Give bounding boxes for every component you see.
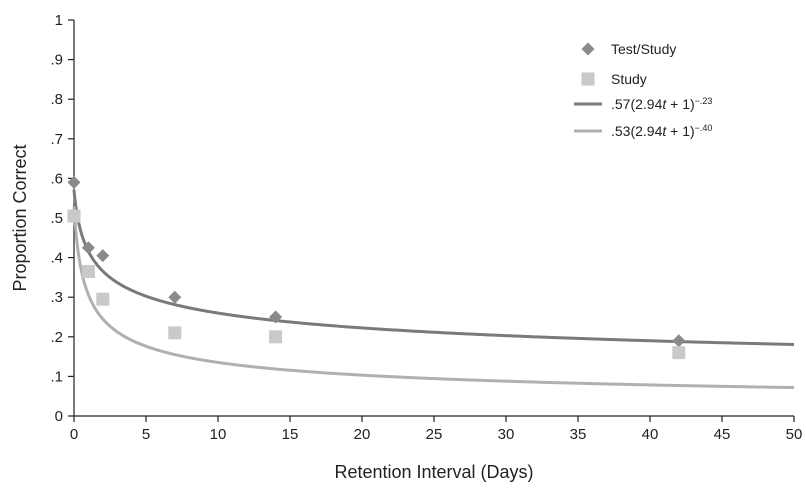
study-point <box>81 264 95 278</box>
study-point <box>672 346 686 360</box>
fit-label-exp: −.40 <box>695 123 713 133</box>
study-point <box>168 326 182 340</box>
x-axis-title: Retention Interval (Days) <box>334 462 533 482</box>
x-tick-label: 45 <box>714 426 731 443</box>
study-point <box>96 292 110 306</box>
y-tick-label: .2 <box>50 329 63 346</box>
legend-label-study: Study <box>611 71 647 87</box>
fit-label-exp: −.23 <box>695 96 713 106</box>
legend: Test/Study Study .57(2.94t + 1)−.23 .53(… <box>574 41 712 139</box>
fit-curve-study <box>72 206 795 390</box>
x-tick-label: 40 <box>642 426 659 443</box>
study-point <box>269 330 283 344</box>
fit-label-main: .57(2.94 <box>611 96 663 112</box>
y-tick-label: .6 <box>50 170 63 187</box>
x-tick-label: 35 <box>570 426 587 443</box>
legend-marker-test-study <box>581 42 595 56</box>
test-study-point <box>269 310 283 324</box>
fit-label-var: t <box>662 123 667 139</box>
x-tick-label: 30 <box>498 426 515 443</box>
legend-marker-study <box>581 72 595 86</box>
x-tick-label: 50 <box>786 426 803 443</box>
test-study-point <box>672 334 686 348</box>
test-study-point <box>67 175 81 189</box>
y-tick-label: .4 <box>50 250 63 267</box>
fit-label-rest: + 1) <box>666 123 694 139</box>
legend-label-fit-test-study: .57(2.94t + 1)−.23 <box>611 96 712 112</box>
x-tick-label: 10 <box>210 426 227 443</box>
x-ticks: 0 5 10 15 20 25 30 35 40 45 50 <box>70 416 803 443</box>
y-tick-label: .5 <box>50 210 63 227</box>
axes: 0 5 10 15 20 25 30 35 40 45 50 0 .1 .2 .3 .4 .5 .6 .7 .8 .9… <box>50 12 802 443</box>
x-tick-label: 20 <box>354 426 371 443</box>
test-study-point <box>81 241 95 255</box>
y-tick-label: .9 <box>50 52 63 69</box>
data-markers <box>67 175 686 360</box>
test-study-point <box>96 249 110 263</box>
y-axis-title: Proportion Correct <box>10 144 30 291</box>
x-tick-label: 25 <box>426 426 443 443</box>
fit-label-main: .53(2.94 <box>611 123 663 139</box>
y-tick-label: 1 <box>55 12 63 29</box>
legend-label-test-study: Test/Study <box>611 41 676 57</box>
fit-curves <box>72 190 795 390</box>
y-tick-label: 0 <box>55 408 63 425</box>
y-ticks: 0 .1 .2 .3 .4 .5 .6 .7 .8 .9 1 <box>50 12 74 425</box>
y-tick-label: .8 <box>50 91 63 108</box>
fit-label-var: t <box>662 96 667 112</box>
fit-curve-test-study <box>72 190 795 346</box>
x-tick-label: 0 <box>70 426 78 443</box>
y-tick-label: .7 <box>50 131 63 148</box>
y-tick-label: .1 <box>50 368 63 385</box>
study-point <box>67 209 81 223</box>
fit-label-rest: + 1) <box>666 96 694 112</box>
y-tick-label: .3 <box>50 289 63 306</box>
legend-label-fit-study: .53(2.94t + 1)−.40 <box>611 123 712 139</box>
x-tick-label: 5 <box>142 426 150 443</box>
x-tick-label: 15 <box>282 426 299 443</box>
test-study-point <box>168 290 182 304</box>
